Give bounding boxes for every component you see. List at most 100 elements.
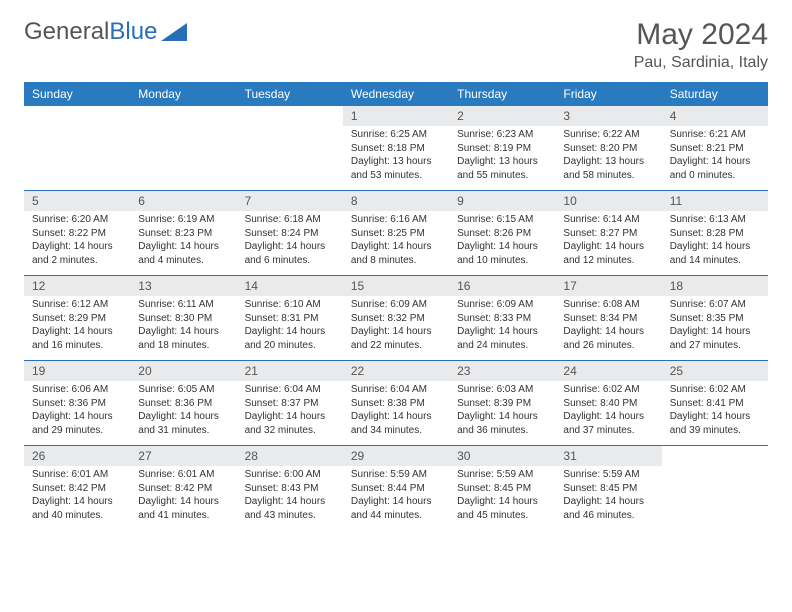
day-number: 11 xyxy=(662,191,768,211)
day-details: Sunrise: 6:19 AMSunset: 8:23 PMDaylight:… xyxy=(130,211,236,275)
calendar-day-cell: 6Sunrise: 6:19 AMSunset: 8:23 PMDaylight… xyxy=(130,191,236,276)
calendar-day-cell: 27Sunrise: 6:01 AMSunset: 8:42 PMDayligh… xyxy=(130,446,236,531)
day-number: 31 xyxy=(555,446,661,466)
calendar-day-cell: 24Sunrise: 6:02 AMSunset: 8:40 PMDayligh… xyxy=(555,361,661,446)
calendar-day-cell: 25Sunrise: 6:02 AMSunset: 8:41 PMDayligh… xyxy=(662,361,768,446)
calendar-day-cell: 31Sunrise: 5:59 AMSunset: 8:45 PMDayligh… xyxy=(555,446,661,531)
calendar-week-row: 26Sunrise: 6:01 AMSunset: 8:42 PMDayligh… xyxy=(24,446,768,531)
calendar-day-cell: 19Sunrise: 6:06 AMSunset: 8:36 PMDayligh… xyxy=(24,361,130,446)
calendar-day-cell: 5Sunrise: 6:20 AMSunset: 8:22 PMDaylight… xyxy=(24,191,130,276)
day-number: 25 xyxy=(662,361,768,381)
calendar-day-cell: 12Sunrise: 6:12 AMSunset: 8:29 PMDayligh… xyxy=(24,276,130,361)
calendar-body: 1Sunrise: 6:25 AMSunset: 8:18 PMDaylight… xyxy=(24,106,768,530)
day-details: Sunrise: 6:02 AMSunset: 8:40 PMDaylight:… xyxy=(555,381,661,445)
calendar-day-cell xyxy=(237,106,343,191)
day-number: 19 xyxy=(24,361,130,381)
day-details: Sunrise: 6:21 AMSunset: 8:21 PMDaylight:… xyxy=(662,126,768,190)
day-details: Sunrise: 6:14 AMSunset: 8:27 PMDaylight:… xyxy=(555,211,661,275)
calendar-day-cell: 3Sunrise: 6:22 AMSunset: 8:20 PMDaylight… xyxy=(555,106,661,191)
day-number: 23 xyxy=(449,361,555,381)
day-number: 21 xyxy=(237,361,343,381)
day-details: Sunrise: 6:09 AMSunset: 8:33 PMDaylight:… xyxy=(449,296,555,360)
calendar-day-cell xyxy=(662,446,768,531)
day-number: 20 xyxy=(130,361,236,381)
day-number: 12 xyxy=(24,276,130,296)
day-details: Sunrise: 6:02 AMSunset: 8:41 PMDaylight:… xyxy=(662,381,768,445)
day-details: Sunrise: 6:11 AMSunset: 8:30 PMDaylight:… xyxy=(130,296,236,360)
day-details: Sunrise: 6:01 AMSunset: 8:42 PMDaylight:… xyxy=(130,466,236,530)
day-details: Sunrise: 6:18 AMSunset: 8:24 PMDaylight:… xyxy=(237,211,343,275)
calendar-day-cell: 4Sunrise: 6:21 AMSunset: 8:21 PMDaylight… xyxy=(662,106,768,191)
calendar-day-cell: 9Sunrise: 6:15 AMSunset: 8:26 PMDaylight… xyxy=(449,191,555,276)
day-details: Sunrise: 5:59 AMSunset: 8:45 PMDaylight:… xyxy=(555,466,661,530)
day-details: Sunrise: 6:08 AMSunset: 8:34 PMDaylight:… xyxy=(555,296,661,360)
calendar-week-row: 12Sunrise: 6:12 AMSunset: 8:29 PMDayligh… xyxy=(24,276,768,361)
day-details: Sunrise: 5:59 AMSunset: 8:44 PMDaylight:… xyxy=(343,466,449,530)
day-number: 26 xyxy=(24,446,130,466)
day-details: Sunrise: 6:04 AMSunset: 8:37 PMDaylight:… xyxy=(237,381,343,445)
calendar-day-cell xyxy=(130,106,236,191)
day-number: 10 xyxy=(555,191,661,211)
calendar-day-cell: 1Sunrise: 6:25 AMSunset: 8:18 PMDaylight… xyxy=(343,106,449,191)
location: Pau, Sardinia, Italy xyxy=(634,54,768,72)
calendar-day-cell: 15Sunrise: 6:09 AMSunset: 8:32 PMDayligh… xyxy=(343,276,449,361)
calendar-week-row: 5Sunrise: 6:20 AMSunset: 8:22 PMDaylight… xyxy=(24,191,768,276)
calendar-day-cell: 22Sunrise: 6:04 AMSunset: 8:38 PMDayligh… xyxy=(343,361,449,446)
day-number: 15 xyxy=(343,276,449,296)
logo-text-blue: Blue xyxy=(109,18,157,46)
day-number: 5 xyxy=(24,191,130,211)
calendar-day-cell: 8Sunrise: 6:16 AMSunset: 8:25 PMDaylight… xyxy=(343,191,449,276)
day-number: 2 xyxy=(449,106,555,126)
day-number: 17 xyxy=(555,276,661,296)
day-number: 27 xyxy=(130,446,236,466)
day-number: 9 xyxy=(449,191,555,211)
logo-text-gray: General xyxy=(24,18,109,46)
day-number xyxy=(24,106,130,126)
day-details: Sunrise: 6:16 AMSunset: 8:25 PMDaylight:… xyxy=(343,211,449,275)
logo: GeneralBlue xyxy=(24,18,187,46)
calendar-day-cell: 30Sunrise: 5:59 AMSunset: 8:45 PMDayligh… xyxy=(449,446,555,531)
calendar-day-cell: 2Sunrise: 6:23 AMSunset: 8:19 PMDaylight… xyxy=(449,106,555,191)
calendar-day-cell: 20Sunrise: 6:05 AMSunset: 8:36 PMDayligh… xyxy=(130,361,236,446)
day-number: 22 xyxy=(343,361,449,381)
calendar-day-cell: 21Sunrise: 6:04 AMSunset: 8:37 PMDayligh… xyxy=(237,361,343,446)
day-number: 6 xyxy=(130,191,236,211)
day-details: Sunrise: 6:06 AMSunset: 8:36 PMDaylight:… xyxy=(24,381,130,445)
day-number: 13 xyxy=(130,276,236,296)
calendar-day-cell: 28Sunrise: 6:00 AMSunset: 8:43 PMDayligh… xyxy=(237,446,343,531)
title-block: May 2024 Pau, Sardinia, Italy xyxy=(634,18,768,72)
day-number xyxy=(237,106,343,126)
day-number: 18 xyxy=(662,276,768,296)
calendar-week-row: 1Sunrise: 6:25 AMSunset: 8:18 PMDaylight… xyxy=(24,106,768,191)
weekday-header: Sunday xyxy=(24,82,130,106)
weekday-header: Tuesday xyxy=(237,82,343,106)
day-number: 14 xyxy=(237,276,343,296)
day-details: Sunrise: 6:12 AMSunset: 8:29 PMDaylight:… xyxy=(24,296,130,360)
calendar-day-cell: 13Sunrise: 6:11 AMSunset: 8:30 PMDayligh… xyxy=(130,276,236,361)
day-details: Sunrise: 6:01 AMSunset: 8:42 PMDaylight:… xyxy=(24,466,130,530)
day-details: Sunrise: 6:20 AMSunset: 8:22 PMDaylight:… xyxy=(24,211,130,275)
day-details: Sunrise: 6:15 AMSunset: 8:26 PMDaylight:… xyxy=(449,211,555,275)
calendar-week-row: 19Sunrise: 6:06 AMSunset: 8:36 PMDayligh… xyxy=(24,361,768,446)
day-number: 24 xyxy=(555,361,661,381)
day-number: 28 xyxy=(237,446,343,466)
day-details: Sunrise: 6:22 AMSunset: 8:20 PMDaylight:… xyxy=(555,126,661,190)
day-details: Sunrise: 6:10 AMSunset: 8:31 PMDaylight:… xyxy=(237,296,343,360)
day-number: 8 xyxy=(343,191,449,211)
calendar-day-cell: 10Sunrise: 6:14 AMSunset: 8:27 PMDayligh… xyxy=(555,191,661,276)
calendar-day-cell: 18Sunrise: 6:07 AMSunset: 8:35 PMDayligh… xyxy=(662,276,768,361)
calendar-day-cell: 26Sunrise: 6:01 AMSunset: 8:42 PMDayligh… xyxy=(24,446,130,531)
day-details: Sunrise: 6:04 AMSunset: 8:38 PMDaylight:… xyxy=(343,381,449,445)
day-details: Sunrise: 5:59 AMSunset: 8:45 PMDaylight:… xyxy=(449,466,555,530)
calendar-table: Sunday Monday Tuesday Wednesday Thursday… xyxy=(24,82,768,530)
day-number: 3 xyxy=(555,106,661,126)
weekday-header: Wednesday xyxy=(343,82,449,106)
weekday-header: Saturday xyxy=(662,82,768,106)
day-number: 4 xyxy=(662,106,768,126)
day-number: 1 xyxy=(343,106,449,126)
day-details: Sunrise: 6:25 AMSunset: 8:18 PMDaylight:… xyxy=(343,126,449,190)
header: GeneralBlue May 2024 Pau, Sardinia, Ital… xyxy=(24,18,768,72)
calendar-day-cell: 17Sunrise: 6:08 AMSunset: 8:34 PMDayligh… xyxy=(555,276,661,361)
day-details: Sunrise: 6:23 AMSunset: 8:19 PMDaylight:… xyxy=(449,126,555,190)
calendar-day-cell: 14Sunrise: 6:10 AMSunset: 8:31 PMDayligh… xyxy=(237,276,343,361)
